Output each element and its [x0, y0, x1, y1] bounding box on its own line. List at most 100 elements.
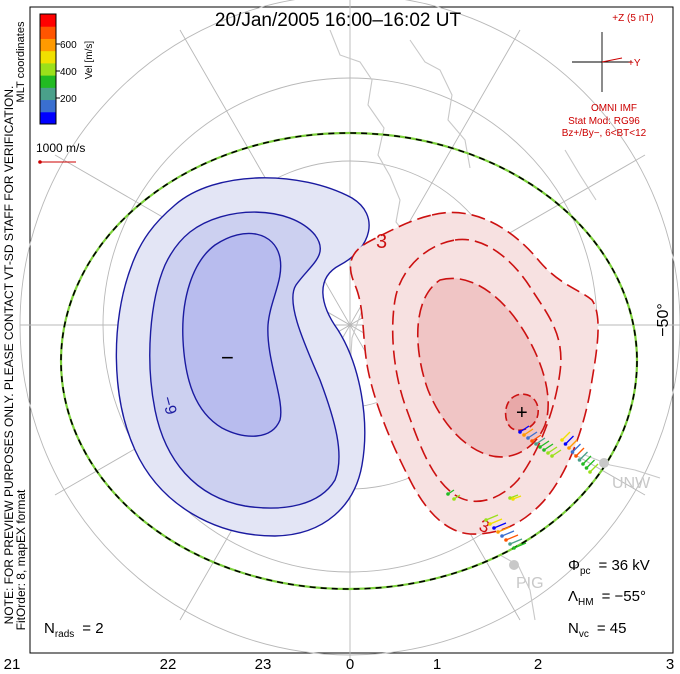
mlt-tick-label: 21 [4, 656, 21, 673]
mlt-tick-label: 23 [255, 656, 272, 673]
velocity-vector [535, 437, 546, 445]
velocity-vector [575, 447, 585, 457]
stat-lambda: ΛHM = −55° [568, 588, 646, 608]
velocity-vector [551, 449, 562, 457]
preview-note: NOTE: FOR PREVIEW PURPOSES ONLY. PLEASE … [2, 86, 28, 631]
mlt-tick-label: 22 [160, 656, 177, 673]
negative-potential-cell: −9 − [115, 177, 370, 537]
station-pig-icon [509, 560, 519, 570]
station-pig-label: PIG [516, 575, 544, 592]
contour-label-neg: −9 [158, 395, 179, 417]
mlt-axis: 21 22 23 0 1 2 3 [4, 656, 675, 673]
velocity-vector [485, 514, 499, 521]
velocity-vector-origin [508, 542, 512, 546]
velocity-vector-origin [522, 433, 526, 437]
velocity-vector-origin [563, 442, 568, 446]
velocity-vector [565, 435, 574, 445]
colorbar-cell [40, 75, 56, 88]
map-statistics: Φpc = 36 kV ΛHM = −55° Nvc = 45 Nrads = 2 [44, 557, 650, 640]
mlt-tick-label: 0 [346, 656, 354, 673]
velocity-vector [493, 522, 507, 529]
velocity-vector [547, 446, 558, 454]
velocity-vector [589, 463, 599, 473]
colorbar-cell [40, 14, 56, 27]
velocity-vector-origin [511, 497, 515, 501]
colorbar-cell [40, 111, 56, 125]
colorbar-tick-label: 200 [60, 94, 77, 105]
coastline [499, 554, 536, 621]
velocity-vector [561, 431, 571, 441]
velocity-vector [523, 428, 534, 436]
velocity-vector [513, 542, 527, 549]
velocity-vector-origin [570, 450, 575, 454]
velocity-vector-origin [577, 458, 582, 462]
hm-boundary-dashed [60, 132, 638, 590]
velocity-vector-origin [518, 430, 522, 434]
velocity-vector-origin [452, 497, 456, 501]
hm-boundary [59, 131, 639, 591]
velocity-vector-origin [488, 522, 492, 526]
velocity-vector [501, 530, 515, 537]
imf-y-label: +Y [628, 58, 641, 69]
velocity-vector-origin [446, 492, 450, 496]
velocity-vector-origin [500, 534, 504, 538]
station-unw-label: UNW [612, 475, 651, 492]
velocity-vector-origin [504, 538, 508, 542]
stat-nrads: Nrads = 2 [44, 620, 104, 640]
colorbar-cell [40, 50, 56, 64]
velocity-vector-origin [550, 454, 554, 458]
positive-potential-cell: 3 3 + [349, 211, 599, 537]
potential-min-marker: − [221, 345, 234, 370]
stat-nvc: Nvc = 45 [568, 620, 626, 640]
velocity-vector-origin [574, 454, 578, 458]
colorbar-cell [40, 99, 56, 113]
velocity-vector [489, 518, 503, 525]
imf-z-label: +Z (5 nT) [612, 13, 653, 24]
velocity-colorbar: 600 400 200 Vel [m/s] MLT coordinates [15, 13, 95, 125]
mlt-tick-label: 3 [666, 656, 674, 673]
velocity-vector [579, 451, 588, 461]
colorbar-tick-label: 600 [60, 40, 77, 51]
contour-neg-inner [182, 232, 282, 437]
velocity-vector [582, 455, 592, 465]
velocity-vector [527, 431, 538, 439]
station-unw-icon [599, 458, 609, 468]
velocity-vector-origin [512, 546, 516, 550]
potential-max-marker: + [516, 402, 528, 424]
colorbar-cell [40, 26, 56, 39]
velocity-vector-origin [538, 445, 542, 449]
coastline [409, 39, 471, 169]
map-title: 20/Jan/2005 16:00–16:02 UT [215, 10, 462, 31]
reference-vector-origin [38, 160, 42, 164]
latitude-label: −50° [655, 303, 672, 337]
velocity-vector-origin [560, 438, 564, 442]
reference-vector-label: 1000 m/s [36, 141, 85, 155]
stat-phi: Φpc = 36 kV [568, 557, 650, 577]
mlt-tick-label: 1 [433, 656, 441, 673]
coastline [564, 149, 597, 201]
velocity-vector [539, 440, 550, 448]
colorbar-tick-label: 400 [60, 67, 77, 78]
imf-model: Stat Mod: RG96 [568, 116, 640, 127]
colorbar-cell [40, 87, 56, 101]
imf-indicator: +Z (5 nT) +Y OMNI IMF Stat Mod: RG96 Bz+… [562, 13, 654, 139]
colorbar-cell [40, 38, 56, 52]
velocity-vector [497, 526, 511, 533]
velocity-vector [572, 443, 581, 453]
velocity-vector [505, 534, 519, 541]
velocity-vector-origin [546, 451, 550, 455]
colorbar-cell [40, 62, 56, 76]
velocity-vector-origin [508, 496, 512, 500]
station-markers: UNW PIG [509, 458, 651, 592]
velocity-vector-origin [542, 448, 546, 452]
velocity-vector-origin [534, 442, 538, 446]
preview-note-line1: NOTE: FOR PREVIEW PURPOSES ONLY. PLEASE … [2, 86, 16, 625]
colorbar-frame [39, 13, 57, 125]
velocity-vector [509, 538, 523, 545]
coastline [329, 29, 411, 396]
velocity-vector [543, 443, 554, 451]
contour-label-pos-a: 3 [376, 231, 387, 253]
velocity-vector-origin [530, 439, 534, 443]
coastline [584, 454, 661, 479]
